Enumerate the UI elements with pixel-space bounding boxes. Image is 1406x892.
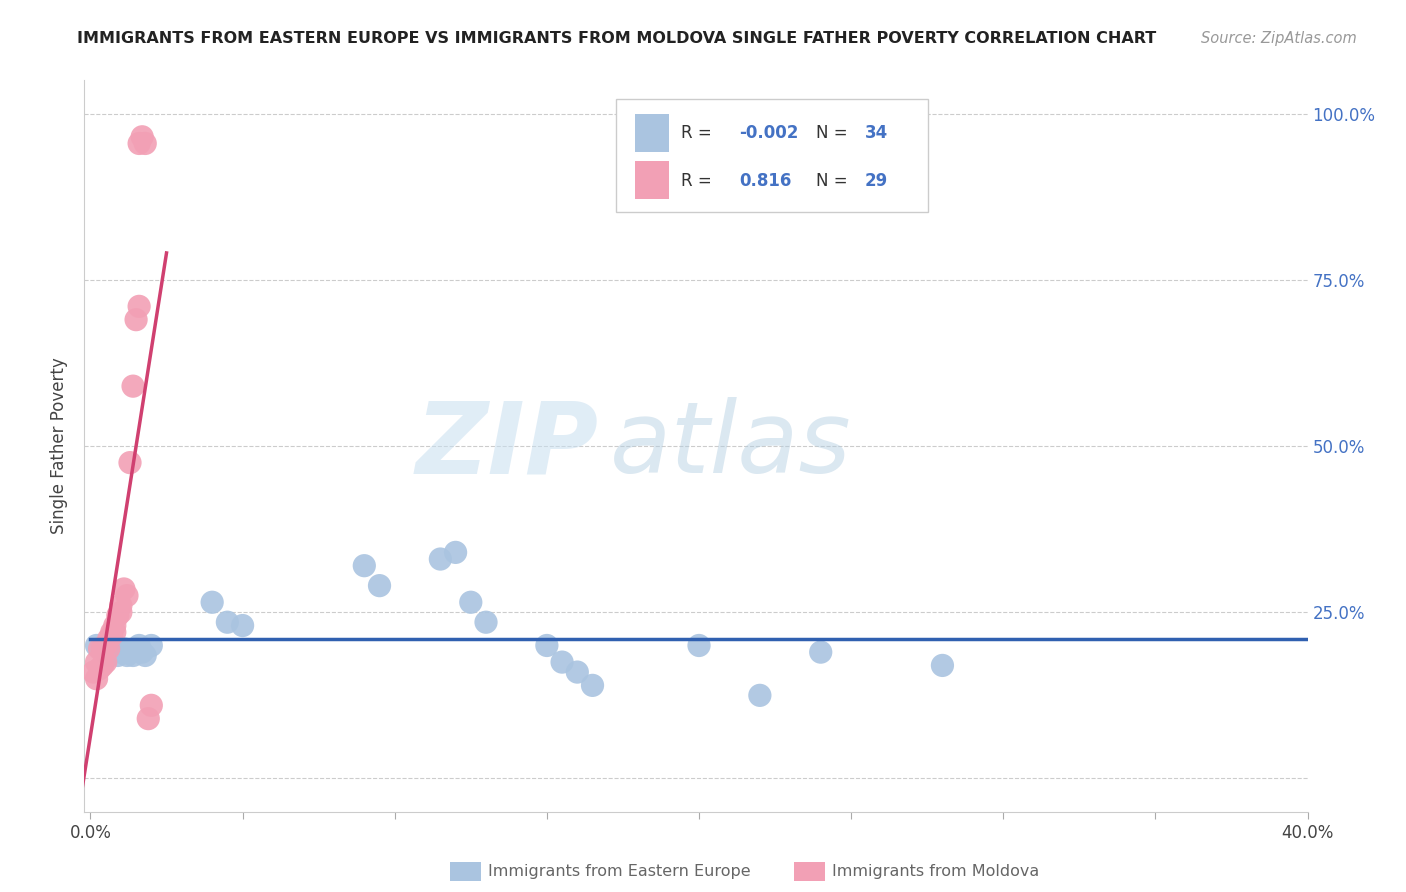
Point [118,456,141,470]
Point [97,648,120,663]
Point [567,665,589,679]
Point [91,641,114,656]
Point [91,641,114,656]
Point [86,655,108,669]
Point [536,639,558,653]
Point [86,639,108,653]
Point [115,589,138,603]
Point [110,599,132,613]
Point [141,639,163,653]
Text: 29: 29 [865,172,889,190]
Point [100,628,122,642]
Text: ZIP: ZIP [415,398,598,494]
Text: 34: 34 [865,124,889,142]
Point [122,648,145,663]
Text: -0.002: -0.002 [738,124,799,142]
Point [748,689,770,703]
Point [217,615,239,630]
Point [131,129,153,144]
Point [89,641,111,656]
Point [131,645,153,659]
FancyBboxPatch shape [636,114,669,152]
Text: IMMIGRANTS FROM EASTERN EUROPE VS IMMIGRANTS FROM MOLDOVA SINGLE FATHER POVERTY : IMMIGRANTS FROM EASTERN EUROPE VS IMMIGR… [77,31,1157,46]
Point [475,615,498,630]
Text: R =: R = [682,172,717,190]
Point [94,655,117,669]
Point [104,618,127,632]
Point [128,136,150,151]
Point [104,625,127,640]
Text: Immigrants from Moldova: Immigrants from Moldova [832,864,1039,879]
Point [141,698,163,713]
Point [136,712,159,726]
Point [112,641,135,656]
Point [110,605,132,619]
Point [201,595,224,609]
Point [125,312,148,326]
Point [128,639,150,653]
Point [86,672,108,686]
Text: 0.816: 0.816 [738,172,792,190]
Point [551,655,574,669]
Point [107,608,129,623]
FancyBboxPatch shape [616,99,928,212]
Text: N =: N = [815,124,852,142]
Point [94,639,117,653]
Point [134,648,156,663]
Point [97,641,120,656]
Point [112,582,135,596]
Point [581,678,603,692]
Point [118,645,141,659]
Point [460,595,482,609]
Point [931,658,953,673]
Text: Source: ZipAtlas.com: Source: ZipAtlas.com [1201,31,1357,46]
Text: atlas: atlas [610,398,852,494]
FancyBboxPatch shape [636,161,669,199]
Point [94,645,117,659]
Point [688,639,710,653]
Point [134,136,156,151]
Point [128,299,150,313]
Point [115,648,138,663]
Point [104,639,127,653]
Point [82,665,104,679]
Point [429,552,451,566]
Point [232,618,254,632]
Point [810,645,832,659]
Y-axis label: Single Father Poverty: Single Father Poverty [51,358,69,534]
Point [368,579,391,593]
Point [89,662,111,676]
Point [122,379,145,393]
Text: Immigrants from Eastern Europe: Immigrants from Eastern Europe [488,864,751,879]
Point [100,641,122,656]
Point [353,558,375,573]
Point [110,645,132,659]
Point [100,625,122,640]
Point [97,632,120,646]
Point [444,545,467,559]
Point [91,658,114,673]
Point [125,641,148,656]
Text: N =: N = [815,172,852,190]
Text: R =: R = [682,124,717,142]
Point [107,648,129,663]
